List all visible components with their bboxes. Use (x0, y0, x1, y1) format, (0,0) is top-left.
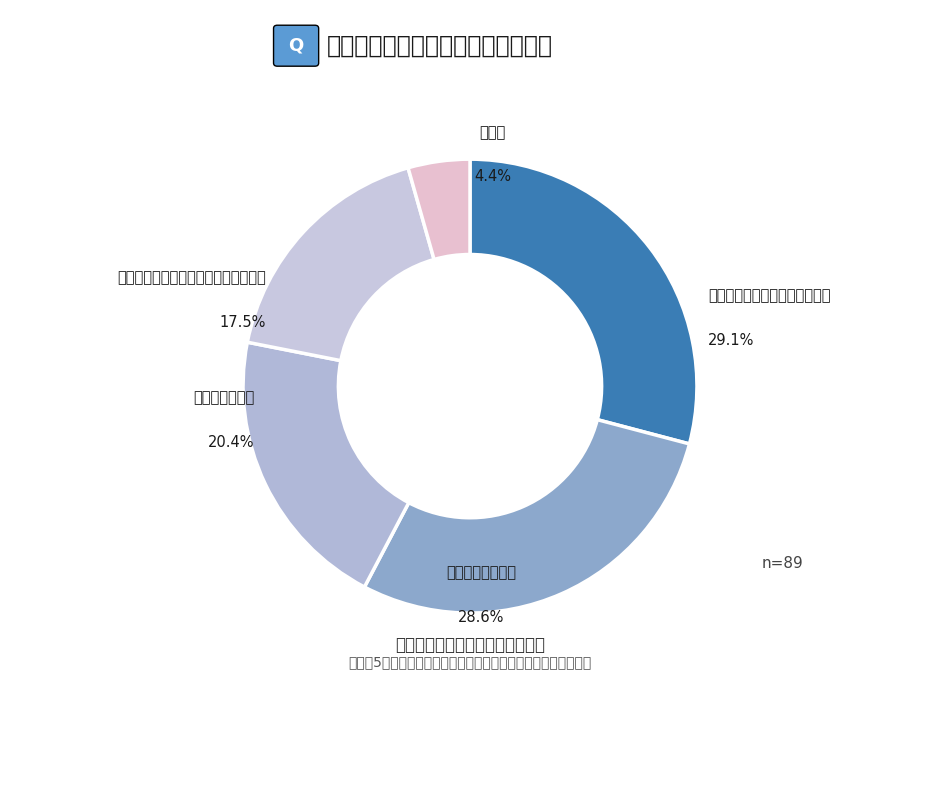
Text: 担当者との関わり: 担当者との関わり (446, 565, 516, 580)
Text: 給料、福利厚生: 給料、福利厚生 (193, 390, 255, 405)
Wedge shape (365, 420, 689, 613)
Text: Q: Q (289, 37, 304, 54)
Text: n=89: n=89 (762, 556, 804, 571)
Text: その他: その他 (479, 125, 506, 140)
Text: ベルサンテグループ: ベルサンテグループ (422, 734, 518, 752)
Text: 就業先の満足度（マッチング）: 就業先の満足度（マッチング） (709, 288, 831, 303)
Wedge shape (408, 159, 470, 259)
Text: 4.4%: 4.4% (474, 169, 511, 184)
Text: 問い合わせへの対応（スピード、質）: 問い合わせへの対応（スピード、質） (117, 270, 266, 285)
Text: 28.6%: 28.6% (458, 610, 505, 625)
Text: 長く勤務を継続できている理由は？: 長く勤務を継続できている理由は？ (327, 34, 553, 58)
Wedge shape (247, 168, 434, 361)
Wedge shape (243, 342, 409, 587)
Text: 20.4%: 20.4% (208, 435, 255, 450)
Text: 「永続勤務」に関するアンケート: 「永続勤務」に関するアンケート (395, 636, 545, 653)
Wedge shape (470, 159, 697, 444)
Text: 対象：5年以上ベルサンテの派遣保育士として勤務中のスタッフ: 対象：5年以上ベルサンテの派遣保育士として勤務中のスタッフ (349, 655, 591, 669)
Text: 29.1%: 29.1% (709, 333, 755, 348)
Text: 17.5%: 17.5% (219, 314, 266, 329)
